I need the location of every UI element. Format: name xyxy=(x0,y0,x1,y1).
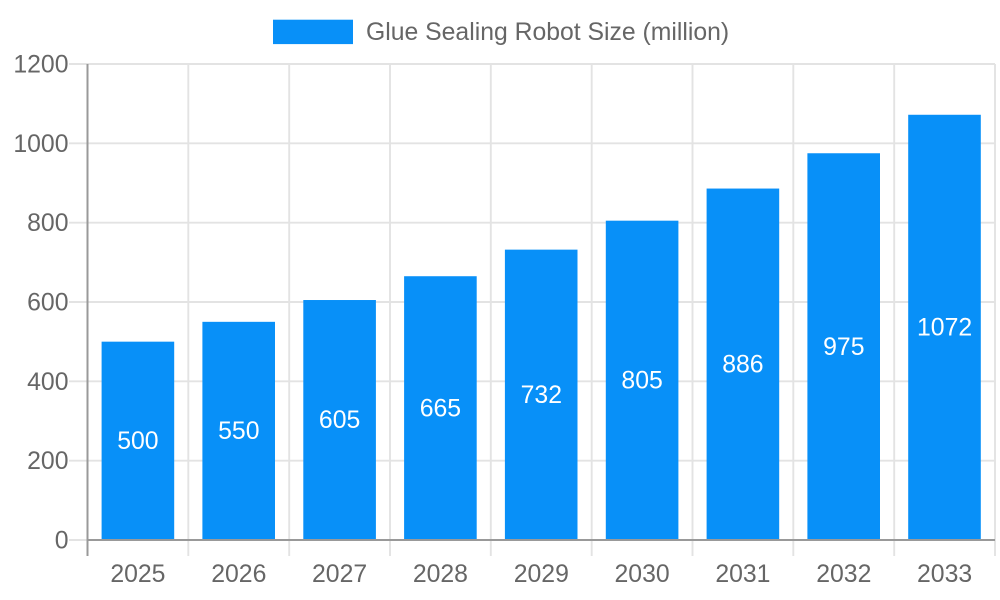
svg-text:200: 200 xyxy=(27,448,68,475)
svg-text:2033: 2033 xyxy=(917,561,972,588)
svg-text:800: 800 xyxy=(27,210,68,237)
svg-text:665: 665 xyxy=(420,395,461,422)
svg-text:2027: 2027 xyxy=(312,561,367,588)
svg-text:2026: 2026 xyxy=(211,561,266,588)
svg-text:2029: 2029 xyxy=(514,561,569,588)
svg-text:550: 550 xyxy=(218,418,259,445)
svg-text:2031: 2031 xyxy=(715,561,770,588)
svg-text:732: 732 xyxy=(521,382,562,409)
svg-text:500: 500 xyxy=(117,428,158,455)
svg-text:1072: 1072 xyxy=(917,315,972,342)
svg-text:886: 886 xyxy=(722,352,763,379)
svg-text:2028: 2028 xyxy=(413,561,468,588)
svg-text:2025: 2025 xyxy=(110,561,165,588)
svg-text:600: 600 xyxy=(27,290,68,317)
svg-text:1000: 1000 xyxy=(13,131,68,158)
svg-text:605: 605 xyxy=(319,407,360,434)
svg-text:400: 400 xyxy=(27,369,68,396)
svg-text:805: 805 xyxy=(621,368,662,395)
svg-text:2030: 2030 xyxy=(615,561,670,588)
svg-text:Glue Sealing Robot Size (milli: Glue Sealing Robot Size (million) xyxy=(366,19,729,46)
svg-text:2032: 2032 xyxy=(816,561,871,588)
svg-text:1200: 1200 xyxy=(13,52,68,79)
svg-text:975: 975 xyxy=(823,334,864,361)
svg-text:0: 0 xyxy=(55,528,69,555)
